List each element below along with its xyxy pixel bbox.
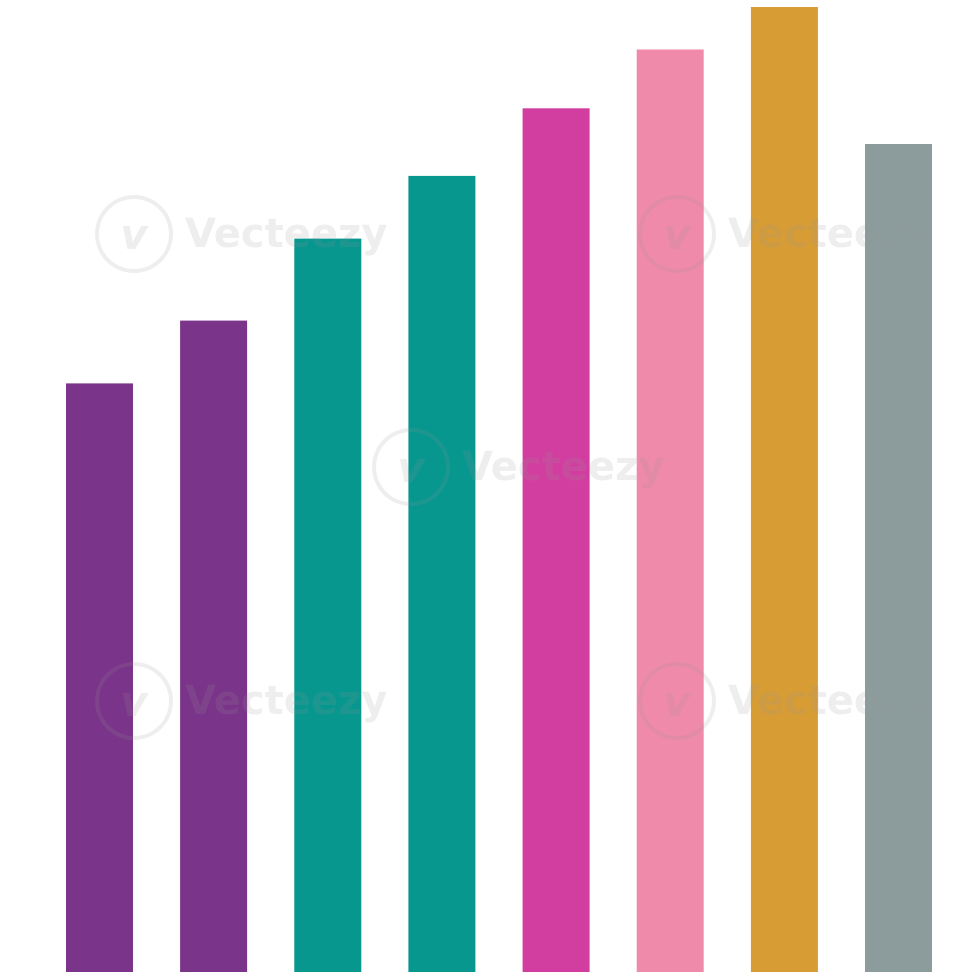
bar-4	[408, 175, 476, 972]
bar-1	[66, 383, 133, 972]
bar-7	[750, 7, 818, 972]
bar-2	[180, 320, 248, 973]
bar-8	[865, 144, 932, 972]
bar-6	[636, 49, 704, 972]
bar-3	[294, 238, 362, 973]
bar-5	[522, 108, 590, 973]
